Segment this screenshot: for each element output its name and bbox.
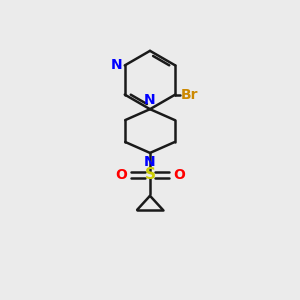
Text: S: S: [145, 167, 155, 182]
Text: N: N: [111, 58, 122, 72]
Text: N: N: [144, 155, 156, 169]
Text: O: O: [173, 168, 185, 182]
Text: O: O: [115, 168, 127, 182]
Text: Br: Br: [181, 88, 199, 102]
Text: N: N: [144, 93, 156, 107]
